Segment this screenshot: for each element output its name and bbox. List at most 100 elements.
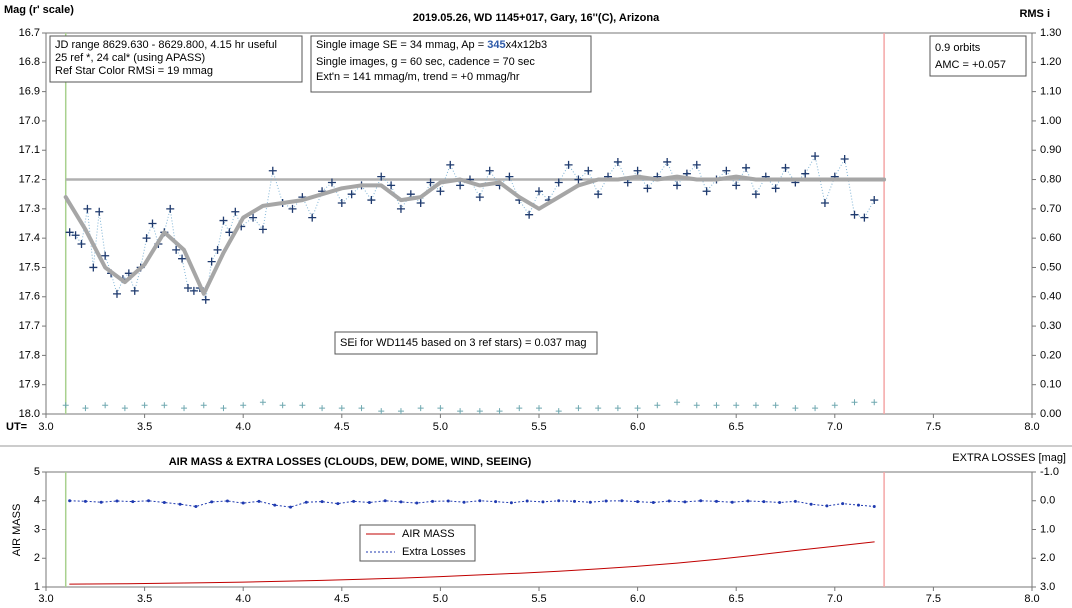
- loss-point: [825, 504, 829, 508]
- loss-point: [147, 499, 151, 503]
- y2-tick-label: 1.20: [1040, 56, 1061, 68]
- data-point: [258, 225, 267, 234]
- data-point: [178, 254, 187, 263]
- data-point: [801, 169, 810, 178]
- y-tick-label: 17.3: [19, 203, 40, 215]
- loss-point: [304, 500, 308, 504]
- y2-tick-label: 0.70: [1040, 203, 1061, 215]
- data-point: [249, 213, 258, 222]
- loss-point: [699, 499, 703, 503]
- x-tick-label: 6.0: [630, 593, 645, 605]
- y-tick-label: 17.4: [19, 232, 40, 244]
- data-point: [702, 187, 711, 196]
- loss-point: [620, 499, 624, 503]
- loss-line: [69, 500, 875, 508]
- loss-point: [178, 502, 182, 506]
- data-point: [456, 181, 465, 190]
- rms-point: [417, 405, 424, 412]
- y-tick-label: 18.0: [19, 408, 40, 420]
- data-point: [643, 184, 652, 193]
- y-tick-label: 17.2: [19, 173, 40, 185]
- loss-point: [320, 500, 324, 504]
- annotation-text: Single images, g = 60 sec, cadence = 70 …: [316, 56, 535, 68]
- data-point: [840, 155, 849, 164]
- x-tick-label: 3.0: [38, 593, 53, 605]
- loss-point: [478, 499, 482, 503]
- loss-point: [809, 502, 813, 506]
- rms-point: [279, 402, 286, 409]
- x-tick-label: 5.5: [531, 421, 546, 433]
- rms-point: [161, 402, 168, 409]
- data-point: [416, 198, 425, 207]
- data-point: [225, 228, 234, 237]
- data-point: [77, 240, 86, 249]
- data-point: [327, 178, 336, 187]
- loss-point: [367, 500, 371, 504]
- chart-title: AIR MASS & EXTRA LOSSES (CLOUDS, DEW, DO…: [169, 456, 532, 468]
- data-point: [219, 216, 228, 225]
- rms-point: [516, 405, 523, 412]
- rms-point: [614, 405, 621, 412]
- legend-box: [359, 524, 476, 562]
- y2-tick-label: 0.0: [1040, 495, 1055, 507]
- loss-point: [225, 499, 229, 503]
- rms-point: [772, 402, 779, 409]
- data-point: [781, 163, 790, 172]
- loss-point: [793, 499, 797, 503]
- rms-point: [575, 405, 582, 412]
- y-tick-label: 2: [34, 552, 40, 564]
- loss-point: [872, 505, 876, 508]
- loss-point: [572, 499, 576, 503]
- loss-point: [415, 501, 419, 505]
- annotation-box: [310, 35, 592, 93]
- loss-point: [257, 499, 261, 503]
- data-point: [71, 231, 80, 240]
- annotation-text: Single image SE = 34 mmag, Ap = 345x4x12…: [316, 39, 547, 51]
- rms-point: [200, 402, 207, 409]
- x-tick-label: 4.5: [334, 421, 349, 433]
- annotation-box: [334, 331, 598, 355]
- data-point: [574, 175, 583, 184]
- loss-point: [494, 500, 498, 504]
- annotation-text: 0.9 orbits: [935, 42, 981, 54]
- y-tick-label: 17.7: [19, 320, 40, 332]
- data-point: [213, 245, 222, 254]
- x-tick-label: 4.0: [236, 421, 251, 433]
- data-point: [337, 198, 346, 207]
- data-point: [268, 166, 277, 175]
- y2-tick-label: 2.0: [1040, 552, 1055, 564]
- loss-point: [431, 499, 435, 503]
- y-tick-label: 17.8: [19, 349, 40, 361]
- loss-point: [856, 503, 860, 507]
- data-point: [367, 196, 376, 205]
- rms-point: [437, 405, 444, 412]
- rms-point: [121, 405, 128, 412]
- x-tick-label: 3.0: [38, 421, 53, 433]
- y2-tick-label: 0.60: [1040, 232, 1061, 244]
- rms-point: [595, 405, 602, 412]
- loss-point: [604, 499, 608, 503]
- data-point: [870, 196, 879, 205]
- rms-point: [82, 405, 89, 412]
- loss-point: [778, 500, 782, 504]
- loss-point: [541, 500, 545, 504]
- data-point: [485, 166, 494, 175]
- loss-point: [683, 500, 687, 504]
- model-line: [69, 541, 875, 585]
- y2-tick-label: 1.0: [1040, 523, 1055, 535]
- x-tick-label: 5.0: [433, 593, 448, 605]
- loss-point: [714, 499, 718, 503]
- data-point: [101, 251, 110, 260]
- rms-point: [496, 408, 503, 415]
- rms-point: [634, 405, 641, 412]
- rms-point: [476, 408, 483, 415]
- loss-point: [446, 499, 450, 503]
- data-point: [347, 190, 356, 199]
- data-point: [613, 157, 622, 166]
- rms-point: [555, 408, 562, 415]
- loss-point: [68, 499, 72, 503]
- loss-point: [730, 500, 734, 504]
- data-point: [722, 166, 731, 175]
- loss-point: [841, 502, 845, 506]
- y-tick-label: 17.0: [19, 115, 40, 127]
